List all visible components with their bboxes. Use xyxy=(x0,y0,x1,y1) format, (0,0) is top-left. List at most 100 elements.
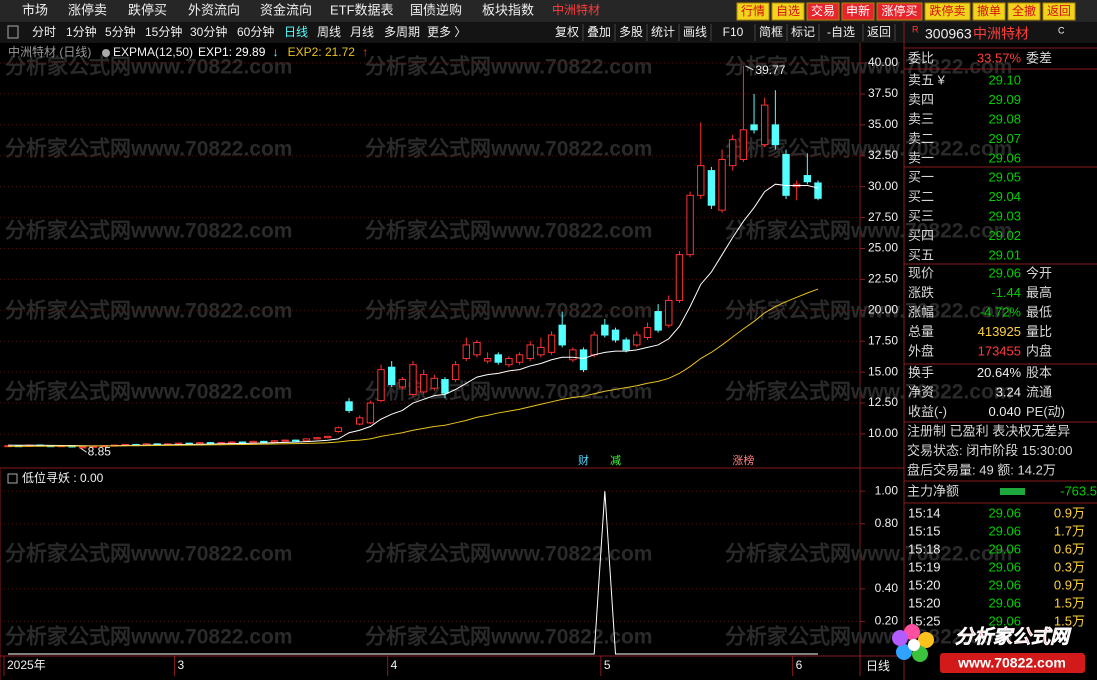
watermark: 分析家公式网www.70822.com xyxy=(725,219,1012,243)
period-tab[interactable]: 更多 〉 xyxy=(427,25,466,39)
candle-body xyxy=(782,154,790,196)
tool-button[interactable]: 画线 xyxy=(683,25,707,39)
button[interactable]: 交易 xyxy=(811,3,835,18)
button[interactable]: 涨停买 xyxy=(881,3,917,18)
watermark: 分析家公式网www.70822.com xyxy=(365,542,652,566)
ask-label: 卖一 xyxy=(908,150,934,165)
candle-body xyxy=(537,346,545,356)
menu-item[interactable]: 板块指数 xyxy=(482,2,534,17)
candle-body xyxy=(324,435,332,439)
button-bg[interactable] xyxy=(771,2,805,21)
candle-body xyxy=(665,299,673,326)
stat-label: 总量 xyxy=(908,324,934,339)
button[interactable]: 撤单 xyxy=(977,3,1001,18)
button-bg[interactable] xyxy=(972,2,1006,21)
menu-stock[interactable]: 中洲特材 xyxy=(552,2,600,17)
button-bg[interactable] xyxy=(1042,2,1076,21)
period-tab[interactable]: 5分钟 xyxy=(105,24,136,39)
trade-price: 29.06 xyxy=(988,541,1021,556)
watermark: 分析家公式网www.70822.com xyxy=(5,55,292,79)
menu-item[interactable]: 市场 xyxy=(22,2,48,17)
period-tab[interactable]: 分时 xyxy=(32,25,56,39)
indicator-name: EXPMA(12,50) xyxy=(113,45,193,59)
button-bg[interactable] xyxy=(876,2,923,21)
candle-body xyxy=(377,369,385,402)
tool-button[interactable]: F10 xyxy=(723,25,744,39)
tool-button[interactable]: 叠加 xyxy=(587,25,611,39)
button[interactable]: 自选 xyxy=(776,4,800,18)
legend-entry: EXP2: 21.72 xyxy=(288,45,356,59)
trade-time: 15:25 xyxy=(908,613,941,628)
stat-label: 内盘 xyxy=(1026,343,1052,358)
candle-body xyxy=(601,324,609,336)
period-tab[interactable]: 多周期 xyxy=(384,25,420,39)
y-tick-label: 12.50 xyxy=(868,395,898,409)
status-line: 注册制 已盈利 表决权无差异 xyxy=(907,423,1070,438)
candle-body xyxy=(675,254,684,301)
menu-item[interactable]: ETF数据表 xyxy=(330,2,394,17)
trade-volume: 1.5万 xyxy=(1054,595,1085,610)
period-tab[interactable]: 1分钟 xyxy=(66,24,97,39)
period-tab[interactable]: 月线 xyxy=(350,25,374,39)
button-bg[interactable] xyxy=(806,2,840,21)
period-tab[interactable]: 日线 xyxy=(284,25,308,39)
stat-value: 173455 xyxy=(978,343,1021,358)
menu-item[interactable]: 跌停买 xyxy=(128,2,167,17)
trade-time: 15:20 xyxy=(908,577,941,592)
logo-flower xyxy=(892,624,934,662)
trade-time: 15:19 xyxy=(908,559,941,574)
button-bg[interactable] xyxy=(924,2,971,21)
watermark: 分析家公式网www.70822.com xyxy=(725,625,1012,649)
stat-value: -4.72% xyxy=(980,304,1022,319)
logo-name: 分析家公式网 xyxy=(955,626,1072,648)
bid-price: 29.03 xyxy=(988,208,1021,223)
bid-price: 29.02 xyxy=(988,228,1021,243)
tool-button[interactable]: 多股 xyxy=(619,25,643,39)
button-bg[interactable] xyxy=(841,2,875,21)
quote-tag: R xyxy=(912,24,919,34)
tool-button[interactable]: -自选 xyxy=(827,25,855,39)
candle-body xyxy=(761,104,769,146)
y-tick-label: 30.00 xyxy=(868,179,898,193)
watermark: 分析家公式网www.70822.com xyxy=(365,55,652,79)
button[interactable]: 返回 xyxy=(1047,4,1071,18)
candle-body xyxy=(313,437,321,440)
menu-item[interactable]: 外资流向 xyxy=(188,2,240,17)
watermark: 分析家公式网www.70822.com xyxy=(365,137,652,161)
toolbar xyxy=(0,22,1097,43)
stat-label: 最低 xyxy=(1026,304,1052,319)
candle-body xyxy=(206,442,215,445)
candle-body xyxy=(238,441,247,444)
trade-price: 29.06 xyxy=(988,523,1021,538)
high-label: 39.77 xyxy=(755,63,785,77)
event-tag: 财 xyxy=(578,453,589,467)
button-bg[interactable] xyxy=(736,2,770,21)
period-tab[interactable]: 30分钟 xyxy=(190,24,227,39)
button[interactable]: 申新 xyxy=(846,3,870,18)
stat-label: 量比 xyxy=(1026,324,1052,339)
tool-button[interactable]: 标记 xyxy=(791,25,815,39)
button[interactable]: 行情 xyxy=(741,4,765,18)
trade-price: 29.06 xyxy=(988,505,1021,520)
candle-body xyxy=(270,440,279,443)
high-pointer xyxy=(745,65,754,71)
watermark: 分析家公式网www.70822.com xyxy=(5,380,292,404)
period-tab[interactable]: 周线 xyxy=(317,25,341,39)
menu-item[interactable]: 国债逆购 xyxy=(410,2,462,17)
menu-item[interactable]: 涨停卖 xyxy=(68,2,107,17)
menu-item[interactable]: 资金流向 xyxy=(260,2,312,17)
candle-body xyxy=(398,379,407,388)
tool-button[interactable]: 统计 xyxy=(651,25,675,39)
button[interactable]: 跌停卖 xyxy=(929,3,965,18)
button[interactable]: 全撤 xyxy=(1012,3,1036,18)
tool-button[interactable]: 返回 xyxy=(867,25,891,39)
candle-body xyxy=(228,441,236,444)
period-tab[interactable]: 15分钟 xyxy=(145,24,182,39)
y-tick-label: 32.50 xyxy=(868,148,898,162)
button-bg[interactable] xyxy=(1007,2,1041,21)
low-label: 8.85 xyxy=(88,444,112,458)
period-tab[interactable]: 60分钟 xyxy=(237,24,274,39)
tool-button[interactable]: 复权 xyxy=(555,25,579,39)
stat-label: 股本 xyxy=(1026,365,1052,380)
tool-button[interactable]: 简框 xyxy=(759,25,783,39)
